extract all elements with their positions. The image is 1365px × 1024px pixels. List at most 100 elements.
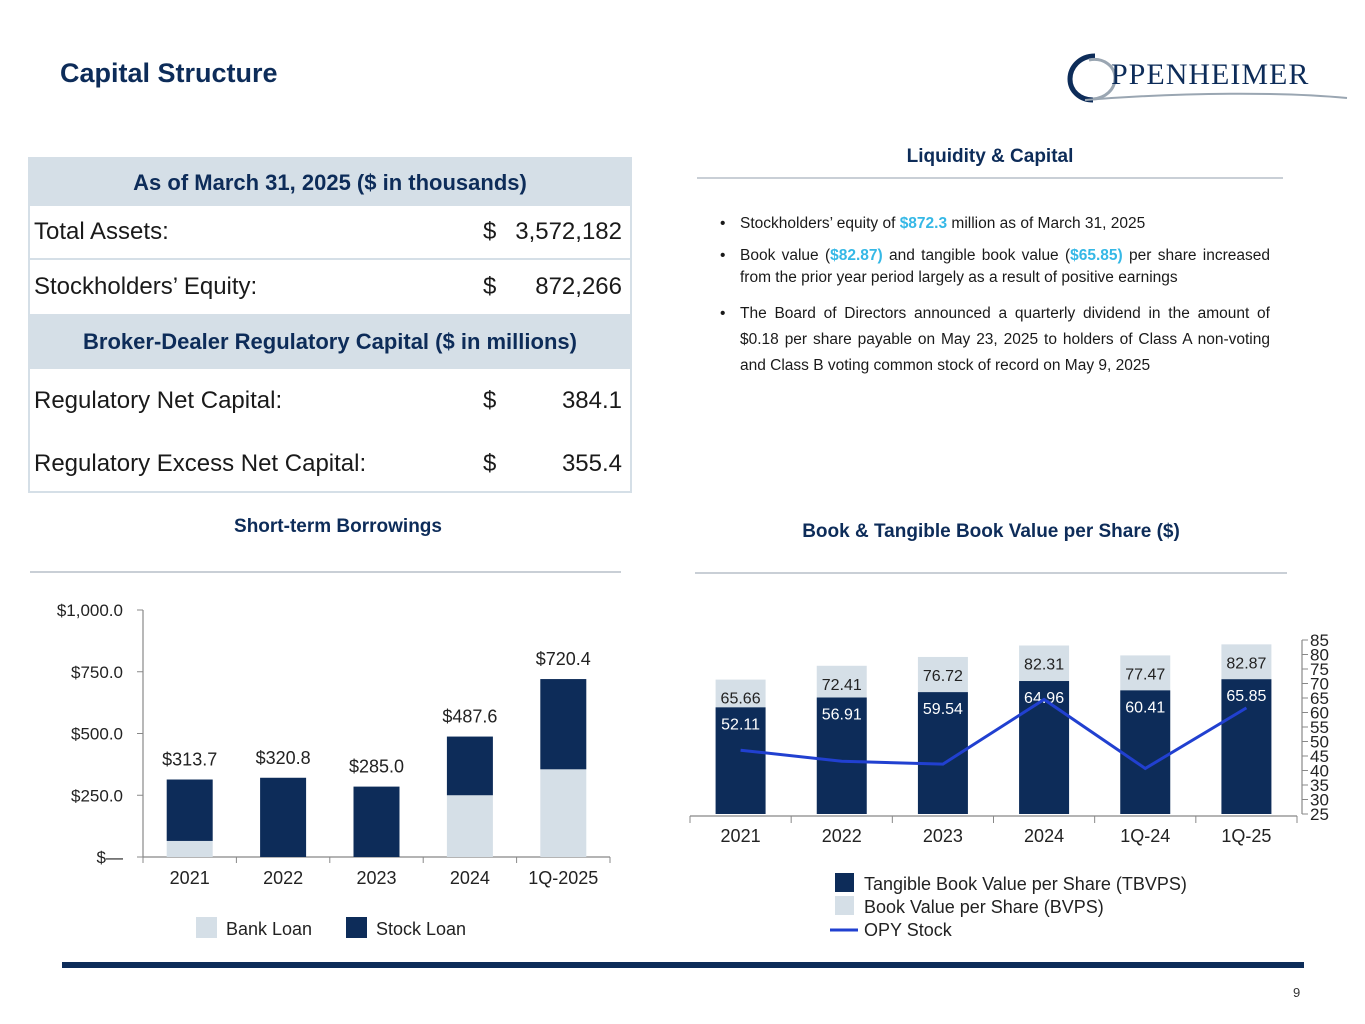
borrowings-chart: $— $250.0 $500.0 $750.0 $1,000.0 $313.7 2021 $3… <box>57 601 611 939</box>
x-tick-label: 1Q-25 <box>1221 826 1271 846</box>
table-row: Total Assets: $ 3,572,182 <box>30 206 630 260</box>
table-row: Stockholders’ Equity: $ 872,266 <box>30 260 630 314</box>
bullet-text: Book value ( <box>740 247 831 264</box>
highlight-equity: $872.3 <box>899 215 948 232</box>
bar-tbvps <box>1019 681 1070 814</box>
y-tick-label: $750.0 <box>71 663 123 682</box>
bvps-label: 82.87 <box>1226 655 1266 672</box>
highlight-bvps: $82.87) <box>830 247 883 264</box>
bar-bank-loan <box>166 840 213 857</box>
legend-label: OPY Stock <box>864 920 953 940</box>
row-value: 3,572,182 <box>515 218 622 245</box>
right-tick-label: 60 <box>1310 704 1329 723</box>
right-tick-label: 35 <box>1310 776 1329 795</box>
bullet-text: and tangible book value ( <box>882 247 1071 264</box>
page-number: 9 <box>1293 985 1301 1000</box>
borrowings-divider <box>30 571 621 573</box>
right-tick-label: 65 <box>1310 689 1329 708</box>
right-tick-label: 85 <box>1310 631 1329 650</box>
bar-bvps <box>715 679 766 708</box>
liquidity-bullets: Stockholders’ equity of $872.3 million a… <box>718 213 1270 389</box>
row-currency: $ <box>483 386 497 414</box>
row-label: Total Assets: <box>34 218 169 245</box>
right-tick-label: 75 <box>1310 660 1329 679</box>
bullet-dividend: The Board of Directors announced a quart… <box>718 301 1270 379</box>
oppenheimer-logo: PPENHEIMER <box>1065 48 1350 106</box>
x-tick-label: 2022 <box>263 868 303 888</box>
liquidity-divider <box>697 177 1283 179</box>
right-tick-label: 40 <box>1310 762 1329 781</box>
x-tick-label: 1Q-24 <box>1120 826 1170 846</box>
x-tick-label: 2024 <box>450 868 490 888</box>
bar-stock-loan <box>260 777 307 857</box>
right-tick-label: 70 <box>1310 675 1329 694</box>
x-tick-label: 2024 <box>1024 826 1064 846</box>
right-tick-label: 55 <box>1310 718 1329 737</box>
right-tick-label: 25 <box>1310 805 1329 824</box>
borrowings-title: Short-term Borrowings <box>234 516 442 537</box>
logo-swoosh-icon <box>1067 53 1117 103</box>
x-tick-label: 2021 <box>721 826 761 846</box>
highlight-tbvps: $65.85) <box>1070 247 1123 264</box>
legend-label: Bank Loan <box>226 919 312 939</box>
row-value: 872,266 <box>535 273 622 300</box>
right-tick-label: 30 <box>1310 791 1329 810</box>
bar-bvps <box>1019 645 1070 682</box>
table-row: Regulatory Excess Net Capital: $ 355.4 <box>30 432 630 495</box>
table-header-regulatory: Broker-Dealer Regulatory Capital ($ in m… <box>30 314 630 369</box>
bvps-label: 72.41 <box>822 677 862 694</box>
total-label: $313.7 <box>162 750 217 770</box>
page-title: Capital Structure <box>60 58 278 88</box>
bar-tbvps <box>1221 679 1272 814</box>
bar-bvps <box>917 656 968 693</box>
footer-bar <box>62 962 1304 968</box>
bullet-text: per share increased from the prior year … <box>740 247 1270 286</box>
row-currency: $ <box>483 218 497 245</box>
y-tick-label: $250.0 <box>71 786 123 805</box>
x-tick-label: 1Q-2025 <box>528 868 598 888</box>
bar-bvps <box>1120 655 1171 691</box>
right-tick-label: 45 <box>1310 747 1329 766</box>
liquidity-title: Liquidity & Capital <box>906 146 1074 167</box>
logo-text: PPENHEIMER <box>1111 58 1310 91</box>
legend-label: Stock Loan <box>376 919 466 939</box>
tbvps-label: 59.54 <box>923 701 963 718</box>
y-tick-label: $500.0 <box>71 725 123 744</box>
tbvps-label: 65.85 <box>1226 688 1266 705</box>
legend-swatch-bank-loan <box>196 917 217 938</box>
bar-bank-loan <box>446 795 493 857</box>
x-tick-label: 2021 <box>170 868 210 888</box>
row-label: Regulatory Net Capital: <box>34 386 283 414</box>
total-label: $487.6 <box>442 707 497 727</box>
bar-tbvps <box>715 707 766 814</box>
bar-stock-loan <box>446 736 493 796</box>
row-value: 384.1 <box>561 386 622 414</box>
bvps-label: 82.31 <box>1024 657 1064 674</box>
bar-stock-loan <box>166 779 213 841</box>
book-value-divider <box>695 572 1287 574</box>
bar-stock-loan <box>540 679 587 770</box>
row-label: Stockholders’ Equity: <box>34 273 258 300</box>
legend-swatch-tbvps <box>835 873 854 892</box>
total-label: $320.8 <box>256 748 311 768</box>
bvps-label: 76.72 <box>923 668 963 685</box>
legend-label: Book Value per Share (BVPS) <box>864 897 1104 917</box>
book-value-chart: 65.66 52.11 2021 72.41 56.91 2022 76.72 59.54 20… <box>689 631 1329 940</box>
bar-tbvps <box>816 697 867 814</box>
row-currency: $ <box>483 273 497 300</box>
right-tick-label: 80 <box>1310 646 1329 665</box>
bvps-label: 77.47 <box>1125 666 1165 683</box>
bar-tbvps <box>1120 690 1171 814</box>
tbvps-label: 60.41 <box>1125 699 1165 716</box>
bullet-text: Stockholders’ equity of <box>740 215 900 232</box>
bar-stock-loan <box>353 786 400 857</box>
bullet-text: The Board of Directors announced a quart… <box>740 305 1270 374</box>
book-value-title: Book & Tangible Book Value per Share ($) <box>802 521 1180 542</box>
bullet-book-value: Book value ($82.87) and tangible book va… <box>718 245 1270 289</box>
table-row: Regulatory Net Capital: $ 384.1 <box>30 369 630 432</box>
legend-swatch-stock-loan <box>346 917 367 938</box>
row-value: 355.4 <box>561 449 622 477</box>
x-tick-label: 2022 <box>822 826 862 846</box>
total-label: $720.4 <box>536 649 591 669</box>
bullet-equity: Stockholders’ equity of $872.3 million a… <box>718 213 1270 235</box>
